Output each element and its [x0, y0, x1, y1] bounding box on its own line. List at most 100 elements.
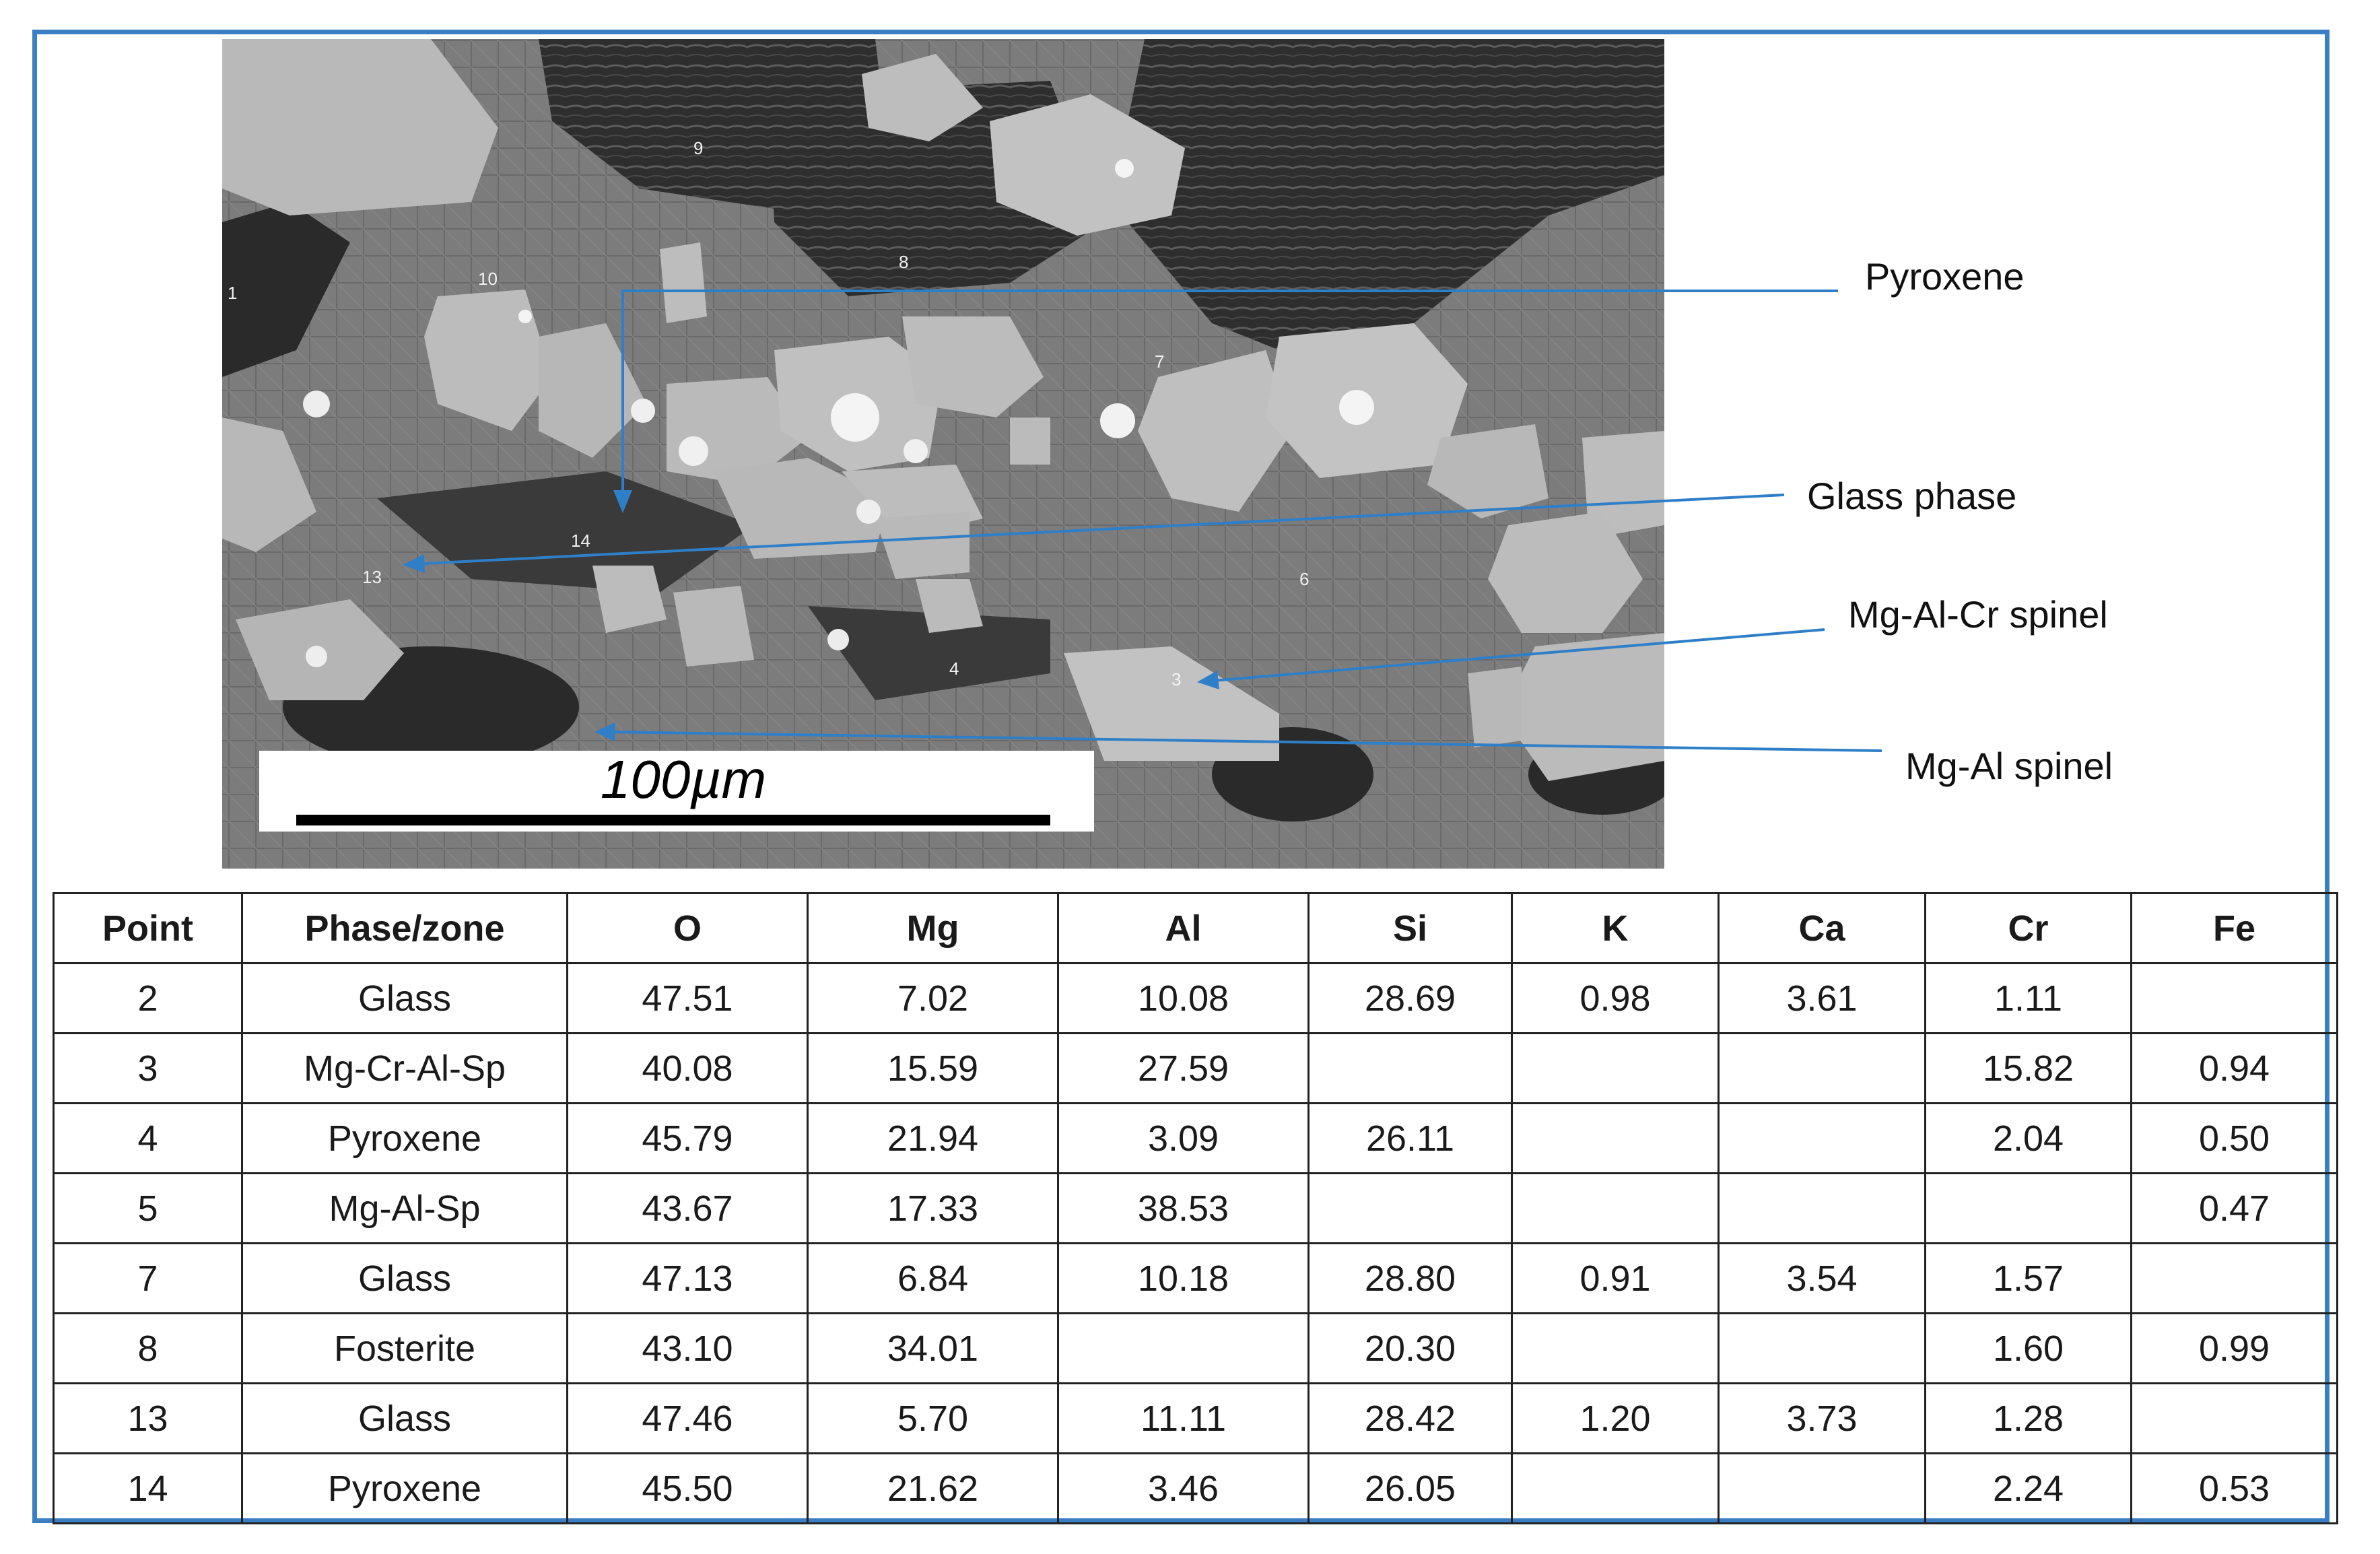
arrow-head	[1197, 671, 1219, 689]
table-cell: 11.11	[1057, 1382, 1310, 1454]
label-pyroxene: Pyroxene	[1865, 255, 2025, 298]
table-cell	[1718, 1172, 1926, 1244]
table-cell	[1718, 1452, 1926, 1524]
table-cell: 6.84	[807, 1242, 1059, 1314]
table-cell: 0.99	[2130, 1312, 2338, 1384]
point-marker: 7	[1155, 351, 1165, 372]
table-cell	[1511, 1172, 1720, 1244]
table-cell: 0.47	[2130, 1172, 2338, 1244]
dark-region-1	[222, 202, 350, 377]
table-cell	[1718, 1102, 1926, 1174]
table-cell	[1057, 1312, 1310, 1384]
table-cell: 13	[53, 1382, 243, 1454]
scale-bar-label: 100µm	[600, 749, 767, 809]
table-cell: Mg-Al-Sp	[241, 1172, 568, 1244]
point-marker: 1	[228, 283, 238, 303]
table-cell: Pyroxene	[241, 1102, 568, 1174]
bright-inclusion	[631, 399, 655, 423]
table-row: 8 Fosterite 43.10 34.01 20.30 1.60 0.99	[53, 1312, 2338, 1384]
point-marker: 13	[362, 567, 382, 587]
spinel-crystal	[916, 579, 983, 633]
arrow-heads	[403, 490, 1219, 741]
label-glass-phase: Glass phase	[1807, 475, 2017, 517]
table-cell: 8	[53, 1312, 243, 1384]
glass-phase-arrow	[410, 494, 1785, 566]
table-cell: Pyroxene	[241, 1452, 568, 1524]
table-cell: 1.11	[1924, 962, 2132, 1034]
mg-al-cr-spinel-arrow	[1204, 628, 1825, 683]
table-cell: 7.02	[807, 962, 1059, 1034]
bright-inclusion	[856, 500, 881, 524]
table-cell: 4	[53, 1102, 243, 1174]
pyroxene-arrow	[621, 290, 1838, 505]
spinel-crystal	[990, 94, 1185, 236]
column-header: Al	[1057, 892, 1310, 964]
table-cell: Glass	[241, 1242, 568, 1314]
table-row: 7 Glass 47.13 6.84 10.18 28.80 0.91 3.54 1.57	[53, 1242, 2338, 1314]
table-cell: 45.79	[566, 1102, 809, 1174]
table-cell: 0.53	[2130, 1452, 2338, 1524]
spinel-crystal	[660, 242, 707, 323]
bright-inclusion	[1100, 403, 1135, 438]
table-row: 13 Glass 47.46 5.70 11.11 28.42 1.20 3.73 1.28	[53, 1382, 2338, 1454]
table-cell: 28.42	[1307, 1382, 1513, 1454]
column-header: K	[1511, 892, 1720, 964]
table-body: 2 Glass 47.51 7.02 10.08 28.69 0.98 3.61 1.11 3 Mg…	[53, 962, 2338, 1524]
table-cell	[2130, 1382, 2338, 1454]
label-mg-al-spinel: Mg-Al spinel	[1905, 745, 2113, 787]
spinel-crystal	[222, 39, 498, 215]
table-cell: Fosterite	[241, 1312, 568, 1384]
table-cell: 15.82	[1924, 1032, 2132, 1104]
arrow-head	[403, 554, 425, 573]
table-cell: 17.33	[807, 1172, 1059, 1244]
table-cell: 2.04	[1924, 1102, 2132, 1174]
table-cell	[1511, 1312, 1720, 1384]
table-cell: 34.01	[807, 1312, 1059, 1384]
table-cell: 3	[53, 1032, 243, 1104]
table-cell: 26.11	[1307, 1102, 1513, 1174]
spinel-crystal	[1501, 633, 1664, 781]
arrow-head	[594, 722, 615, 741]
spinel-crystal	[902, 316, 1044, 417]
spinel-crystal	[862, 54, 983, 141]
point-marker: 8	[899, 252, 909, 272]
table-header-row: Point Phase/zone O Mg Al Si K Ca Cr Fe	[53, 892, 2338, 964]
table-cell: 3.46	[1057, 1452, 1310, 1524]
mg-al-spinel-arrow	[602, 731, 1882, 752]
table-cell: 47.46	[566, 1382, 809, 1454]
table-row: 5 Mg-Al-Sp 43.67 17.33 38.53 0.47	[53, 1172, 2338, 1244]
spinel-crystal	[1010, 417, 1050, 465]
table-cell: 7	[53, 1242, 243, 1314]
point-marker: 3	[1171, 669, 1182, 689]
table-cell	[1307, 1032, 1513, 1104]
table-cell: 5	[53, 1172, 243, 1244]
table-cell: 0.94	[2130, 1032, 2338, 1104]
bright-inclusion	[303, 391, 330, 417]
table-cell	[1511, 1452, 1720, 1524]
spinel-crystal	[424, 290, 552, 431]
table-cell: 1.20	[1511, 1382, 1720, 1454]
spinel-crystal	[673, 586, 754, 667]
bright-inclusion	[518, 310, 532, 323]
point-marker: 14	[571, 531, 590, 551]
table-cell: 21.94	[807, 1102, 1059, 1174]
arrow-head	[613, 490, 632, 513]
annotation-arrows	[410, 290, 1882, 752]
table-cell: Glass	[241, 962, 568, 1034]
table-cell: 2	[53, 962, 243, 1034]
table-cell: Glass	[241, 1382, 568, 1454]
table-cell	[2130, 1242, 2338, 1314]
bright-inclusion	[827, 629, 849, 650]
table-row: 14 Pyroxene 45.50 21.62 3.46 26.05 2.24 0.53	[53, 1452, 2338, 1524]
spinel-crystal	[875, 512, 970, 579]
column-header: Point	[53, 892, 243, 964]
bright-inclusion	[306, 646, 327, 667]
spinel-crystal	[1488, 512, 1643, 633]
table-cell: 28.69	[1307, 962, 1513, 1034]
table-cell	[2130, 962, 2338, 1034]
scale-bar	[296, 815, 1050, 825]
table-cell: 10.08	[1057, 962, 1310, 1034]
table-cell	[1511, 1032, 1720, 1104]
bright-inclusion	[831, 393, 879, 442]
table-cell: 47.13	[566, 1242, 809, 1314]
